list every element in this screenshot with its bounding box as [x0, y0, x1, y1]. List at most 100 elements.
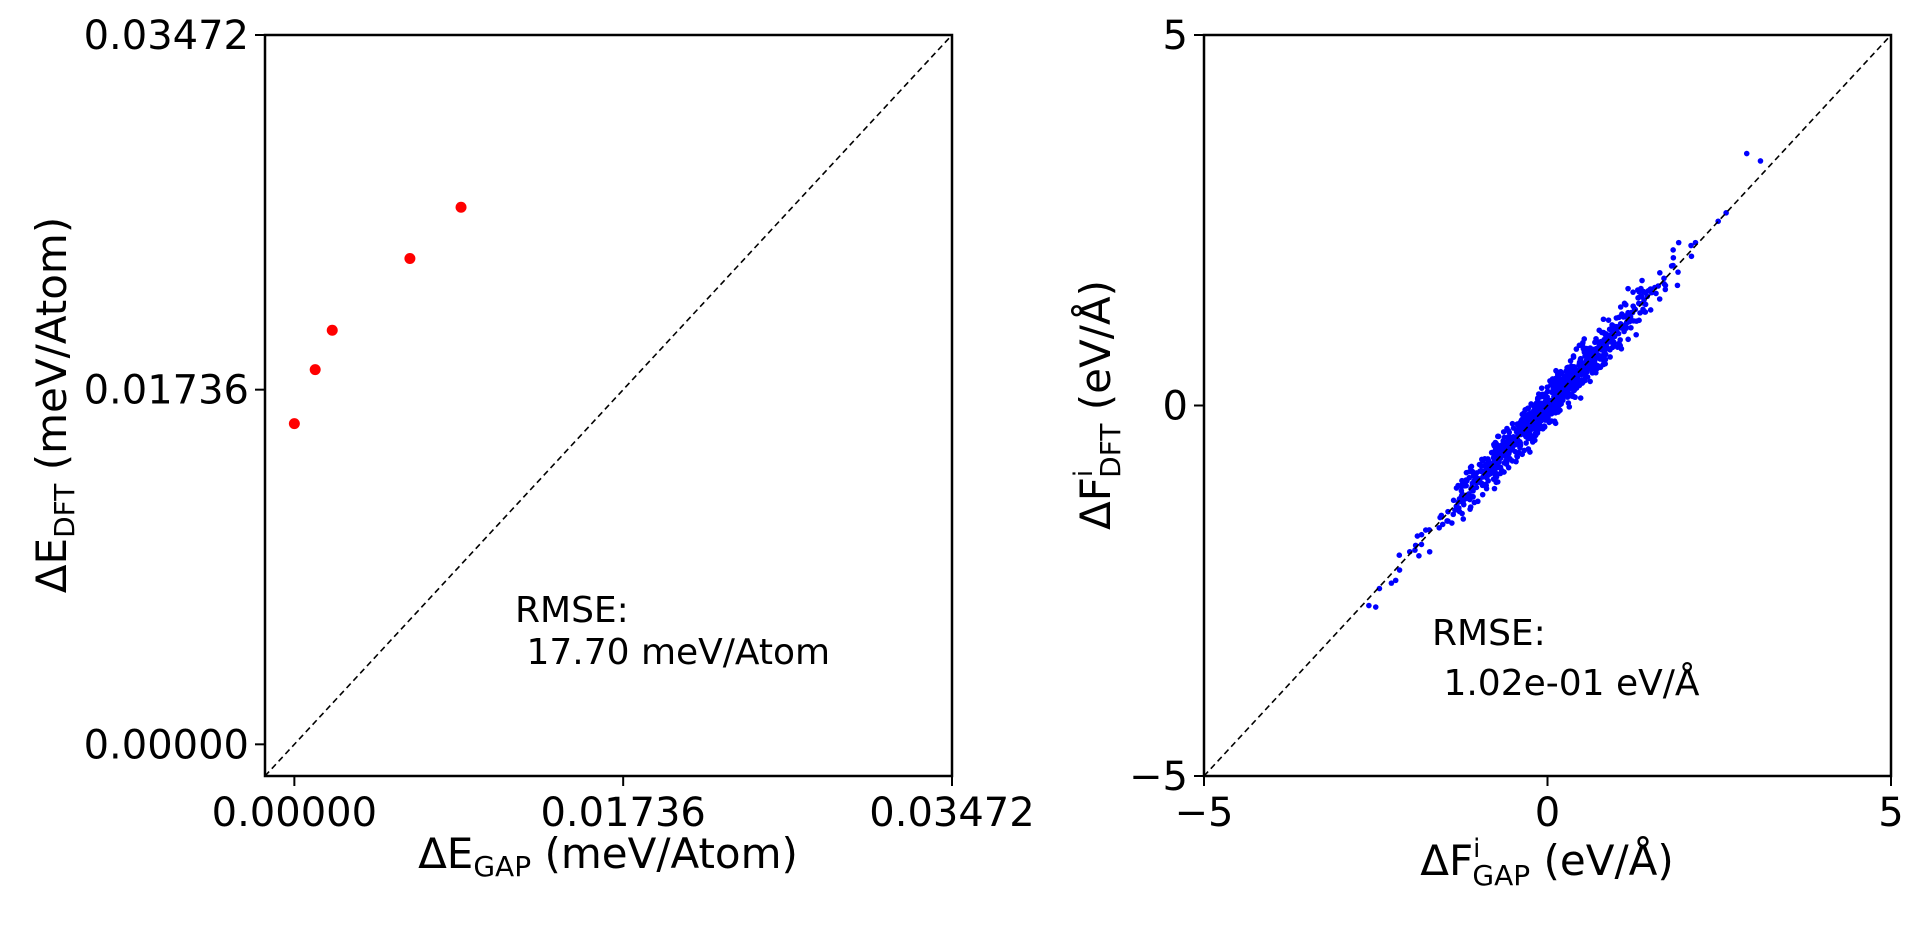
- data-point: [1570, 383, 1576, 390]
- data-point: [1641, 288, 1647, 295]
- data-point: [1571, 365, 1578, 371]
- data-point: [1638, 293, 1645, 300]
- data-point: [1647, 307, 1654, 313]
- data-point: [1495, 433, 1502, 440]
- data-point: [1757, 158, 1764, 164]
- right-rmse-value: 1.02e-01 eV/Å: [1432, 661, 1700, 704]
- data-point: [1573, 346, 1580, 352]
- data-point: [1587, 378, 1593, 385]
- data-point: [1602, 346, 1609, 353]
- right-x-label-rest: (eV/Å): [1530, 835, 1674, 885]
- data-point: [404, 253, 416, 265]
- data-point: [1478, 463, 1485, 470]
- data-point: [1469, 480, 1476, 487]
- data-point: [1557, 407, 1563, 414]
- data-point: [1501, 460, 1508, 466]
- data-point: [1479, 468, 1485, 475]
- data-point: [309, 364, 321, 376]
- data-point: [1593, 369, 1599, 376]
- left-points-group: [288, 201, 467, 430]
- data-point: [1366, 602, 1372, 609]
- data-point: [1525, 405, 1532, 411]
- data-point: [1418, 531, 1425, 538]
- data-point: [1504, 425, 1510, 432]
- data-point: [1509, 458, 1516, 464]
- data-point: [1688, 242, 1694, 249]
- left-y-label-sub: DFT: [48, 483, 81, 538]
- data-point: [1501, 443, 1508, 450]
- data-point: [1620, 325, 1626, 331]
- data-point: [1570, 354, 1577, 361]
- data-point: [1573, 370, 1580, 376]
- data-point: [1607, 346, 1613, 353]
- right-x-label-sup: i: [1473, 834, 1480, 864]
- data-point: [1396, 567, 1403, 573]
- data-point: [1617, 304, 1624, 310]
- data-point: [1657, 269, 1663, 276]
- data-point: [1579, 342, 1586, 349]
- right-x-tick-label: 5: [1878, 790, 1903, 836]
- data-point: [1450, 497, 1457, 504]
- data-point: [1590, 348, 1596, 354]
- data-point: [1544, 384, 1551, 390]
- left-y-tick-label: 0.03472: [84, 13, 249, 59]
- data-point: [1606, 334, 1612, 340]
- data-point: [1550, 386, 1556, 393]
- data-point: [1467, 506, 1473, 512]
- left-diagonal-line: [264, 34, 953, 777]
- data-point: [1551, 379, 1557, 386]
- data-point: [1466, 468, 1473, 475]
- data-point: [1519, 411, 1526, 418]
- data-point: [1628, 324, 1634, 331]
- data-point: [1412, 547, 1418, 553]
- data-point: [1426, 548, 1433, 555]
- data-point: [1566, 404, 1573, 410]
- data-point: [1517, 440, 1524, 446]
- data-point: [1509, 420, 1516, 427]
- data-point: [1498, 467, 1505, 474]
- data-point: [1466, 474, 1473, 481]
- data-point: [1639, 277, 1645, 284]
- data-point: [1527, 427, 1534, 434]
- data-point: [1506, 433, 1512, 440]
- data-point: [1538, 385, 1545, 391]
- left-y-label-main: ΔE: [27, 538, 76, 593]
- data-point: [1422, 527, 1429, 533]
- data-point: [1418, 541, 1425, 548]
- data-point: [1610, 324, 1617, 331]
- data-point: [1495, 451, 1502, 458]
- data-point: [1530, 402, 1536, 409]
- data-point: [1477, 479, 1483, 486]
- data-point: [1479, 491, 1486, 498]
- data-point: [288, 418, 300, 430]
- left-y-tick-label: 0.01736: [84, 368, 249, 414]
- data-point: [1557, 368, 1564, 375]
- data-point: [1496, 445, 1502, 452]
- data-point: [1537, 393, 1543, 400]
- data-point: [1662, 282, 1669, 289]
- data-point: [1449, 520, 1455, 526]
- right-y-tick-label: −5: [1129, 754, 1188, 800]
- data-point: [1599, 329, 1605, 336]
- right-y-label-rest: (eV/Å): [1070, 280, 1120, 424]
- data-point: [1670, 254, 1677, 261]
- data-point: [1555, 394, 1562, 400]
- data-point: [1688, 253, 1695, 260]
- data-point: [1530, 435, 1537, 442]
- data-point: [1653, 290, 1659, 297]
- data-point: [1633, 331, 1639, 338]
- data-point: [1483, 482, 1490, 489]
- data-point: [1526, 415, 1532, 422]
- right-x-label-sub: GAP: [1472, 859, 1530, 892]
- data-point: [1576, 379, 1582, 385]
- data-point: [1416, 553, 1422, 559]
- left-x-label-main: ΔE: [418, 829, 473, 878]
- data-point: [1512, 448, 1519, 455]
- data-point: [1458, 488, 1465, 494]
- data-point: [1661, 275, 1667, 282]
- data-point: [1613, 315, 1620, 321]
- right-chart: −5 0 5 −505 ΔFi GAP (eV/Å) ΔFiDFT (eV/Å) RM…: [1069, 13, 1904, 892]
- data-point: [1625, 336, 1631, 343]
- left-plot-frame: [263, 33, 954, 778]
- data-point: [1662, 286, 1669, 293]
